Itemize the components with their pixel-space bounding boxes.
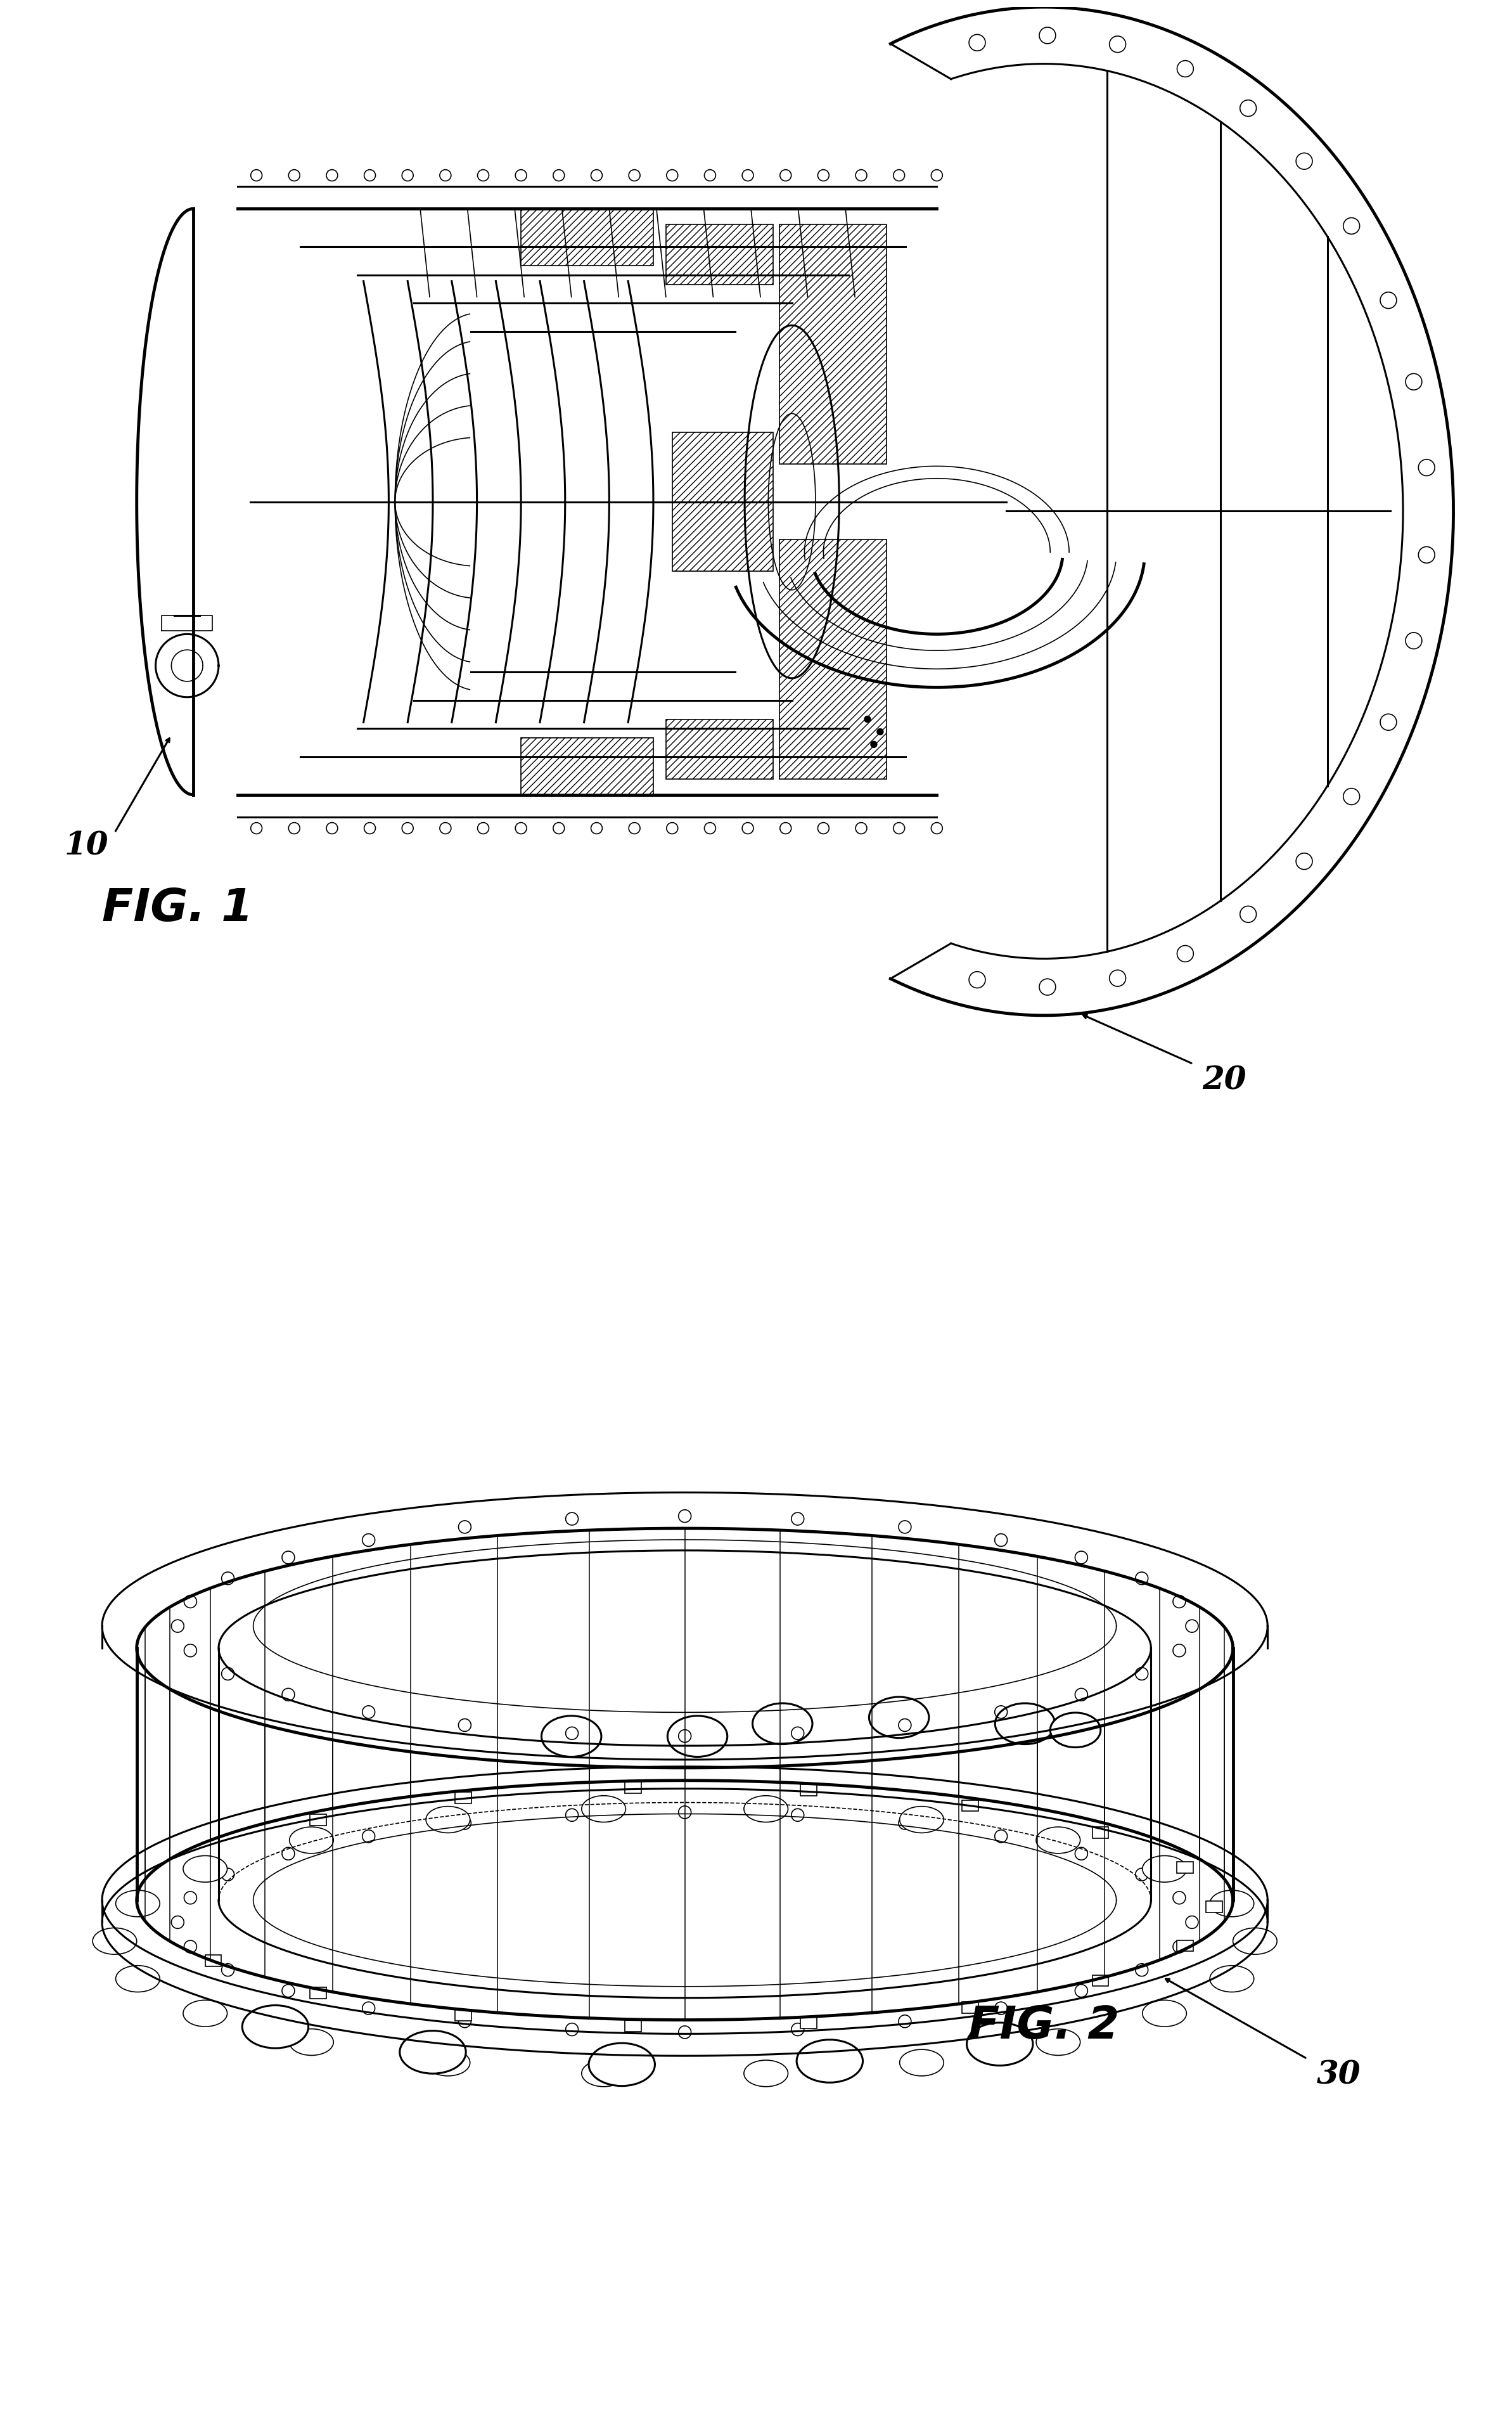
Bar bbox=[1176, 1939, 1193, 1951]
Bar bbox=[1176, 1862, 1193, 1874]
Bar bbox=[962, 2002, 978, 2012]
Ellipse shape bbox=[582, 2060, 626, 2087]
Ellipse shape bbox=[869, 1697, 928, 1738]
Ellipse shape bbox=[1036, 1828, 1080, 1854]
Bar bbox=[1207, 1900, 1222, 1913]
Text: FIG. 2: FIG. 2 bbox=[968, 2005, 1119, 2048]
Ellipse shape bbox=[1143, 1857, 1187, 1881]
Text: 20: 20 bbox=[1202, 1064, 1246, 1096]
Ellipse shape bbox=[797, 2039, 863, 2082]
Polygon shape bbox=[665, 720, 773, 778]
Ellipse shape bbox=[966, 2022, 1033, 2065]
Ellipse shape bbox=[1210, 1966, 1253, 1993]
Circle shape bbox=[865, 715, 871, 722]
Ellipse shape bbox=[1232, 1927, 1278, 1954]
Bar bbox=[206, 1956, 221, 1966]
Text: FIG. 1: FIG. 1 bbox=[101, 887, 253, 931]
Ellipse shape bbox=[183, 2000, 227, 2026]
Ellipse shape bbox=[116, 1891, 160, 1917]
Ellipse shape bbox=[242, 2005, 308, 2048]
Ellipse shape bbox=[1210, 1891, 1253, 1917]
Polygon shape bbox=[665, 225, 773, 284]
Bar bbox=[1092, 1828, 1108, 1837]
Ellipse shape bbox=[1036, 2029, 1080, 2056]
Ellipse shape bbox=[753, 1704, 812, 1745]
Ellipse shape bbox=[426, 1806, 470, 1833]
Bar bbox=[624, 2019, 641, 2031]
Ellipse shape bbox=[667, 1716, 727, 1757]
Text: 30: 30 bbox=[1317, 2060, 1361, 2092]
Ellipse shape bbox=[289, 2029, 334, 2056]
Bar bbox=[800, 2017, 816, 2029]
Polygon shape bbox=[673, 431, 773, 572]
Ellipse shape bbox=[289, 1828, 334, 1854]
Ellipse shape bbox=[744, 1796, 788, 1823]
Ellipse shape bbox=[116, 1966, 160, 1993]
Ellipse shape bbox=[1051, 1714, 1101, 1748]
Polygon shape bbox=[522, 737, 653, 795]
Ellipse shape bbox=[900, 1806, 943, 1833]
Bar bbox=[310, 1816, 327, 1825]
Ellipse shape bbox=[426, 2048, 470, 2075]
Ellipse shape bbox=[1143, 2000, 1187, 2026]
Bar bbox=[962, 1801, 978, 1811]
Ellipse shape bbox=[588, 2043, 655, 2087]
Ellipse shape bbox=[900, 2048, 943, 2075]
Text: 10: 10 bbox=[64, 831, 109, 861]
Bar bbox=[624, 1782, 641, 1794]
Ellipse shape bbox=[744, 2060, 788, 2087]
Bar bbox=[310, 1988, 327, 1997]
Bar bbox=[455, 1791, 472, 1803]
Ellipse shape bbox=[541, 1716, 602, 1757]
Circle shape bbox=[877, 730, 883, 734]
Polygon shape bbox=[522, 208, 653, 267]
Ellipse shape bbox=[183, 1857, 227, 1881]
Ellipse shape bbox=[995, 1704, 1055, 1745]
Polygon shape bbox=[779, 541, 886, 778]
Circle shape bbox=[871, 742, 877, 747]
Bar bbox=[1092, 1976, 1108, 1985]
Bar bbox=[455, 2009, 472, 2022]
Ellipse shape bbox=[582, 1796, 626, 1823]
Ellipse shape bbox=[92, 1927, 136, 1954]
Bar bbox=[800, 1784, 816, 1796]
Ellipse shape bbox=[399, 2031, 466, 2073]
Polygon shape bbox=[779, 225, 886, 463]
